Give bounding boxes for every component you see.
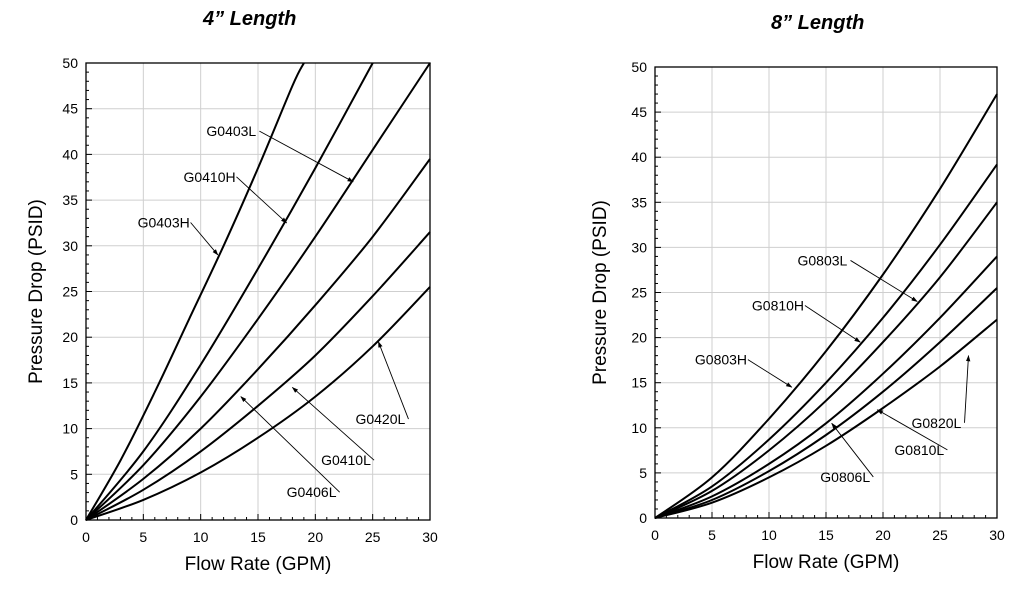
chart-8in-label-G0810L: G0810L	[894, 442, 944, 458]
chart-4in-x-tick-label: 25	[365, 529, 381, 545]
chart-4in-y-tick-label: 40	[62, 146, 78, 162]
chart-4in-label-G0410L: G0410L	[321, 452, 371, 468]
chart-8in-y-tick-label: 50	[631, 59, 647, 75]
chart-8in-leader-G0810H	[804, 305, 861, 343]
chart-8in-y-tick-label: 0	[639, 510, 647, 526]
chart-4in-x-tick-label: 0	[82, 529, 90, 545]
chart-8in-leader-G0803L	[850, 260, 918, 302]
chart-8in-x-tick-label: 0	[651, 527, 659, 543]
chart-8in-label-G0806L: G0806L	[820, 469, 870, 485]
chart-8in-label-G0810H: G0810H	[752, 298, 804, 314]
chart-4in-x-tick-label: 20	[308, 529, 324, 545]
chart-8in-y-tick-label: 10	[631, 420, 647, 436]
chart-8in-y-axis-label: Pressure Drop (PSID)	[590, 200, 611, 385]
chart-8in-x-tick-label: 30	[989, 527, 1005, 543]
chart-8in-y-tick-label: 40	[631, 149, 647, 165]
chart-8in-y-tick-label: 25	[631, 285, 647, 301]
chart-8in-x-tick-label: 5	[708, 527, 716, 543]
chart-8in-x-tick-label: 20	[875, 527, 891, 543]
chart-8in-label-G0803L: G0803L	[798, 252, 848, 268]
chart-4in-y-tick-label: 0	[70, 512, 78, 528]
chart-4in-x-tick-label: 30	[422, 529, 438, 545]
chart-4in-y-tick-label: 25	[62, 284, 78, 300]
chart-4in-leader-G0420L	[377, 341, 409, 420]
chart-8in-series-G0810H	[654, 163, 998, 519]
chart-4in-series-G0403H	[85, 62, 305, 521]
chart-8in-x-tick-label: 25	[932, 527, 948, 543]
chart-8in-series-G0810L	[654, 287, 998, 519]
chart-4in-leader-G0403H	[190, 222, 219, 256]
chart-4in-series-G0410L	[85, 231, 431, 521]
chart-4in-y-tick-label: 45	[62, 101, 78, 117]
chart-4in-series-G0406L	[85, 158, 431, 521]
chart-4in-y-tick-label: 50	[62, 55, 78, 71]
chart-8in-y-tick-label: 45	[631, 104, 647, 120]
chart-4in-x-tick-label: 15	[250, 529, 266, 545]
chart-4in-x-axis-label: Flow Rate (GPM)	[185, 554, 332, 575]
chart-4in-label-G0403H: G0403H	[138, 215, 190, 231]
chart-4in-y-tick-label: 30	[62, 238, 78, 254]
chart-4in-label-G0420L: G0420L	[355, 411, 405, 427]
chart-8in-series-G0803L	[654, 201, 998, 519]
chart-title-4in: 4” Length	[203, 8, 297, 30]
chart-4in-leader-G0410H	[236, 176, 288, 224]
chart-8in-y-tick-label: 15	[631, 375, 647, 391]
chart-4in-x-tick-label: 5	[139, 529, 147, 545]
chart-4in-y-axis-label: Pressure Drop (PSID)	[26, 199, 47, 384]
chart-4in-label-G0410H: G0410H	[183, 169, 235, 185]
chart-8in-series-G0820L	[654, 318, 998, 519]
chart-8in-series-G0806L	[654, 255, 998, 519]
chart-4in-y-tick-label: 10	[62, 421, 78, 437]
chart-4in-y-tick-label: 20	[62, 329, 78, 345]
chart-8in-x-axis-label: Flow Rate (GPM)	[753, 552, 900, 573]
chart-8in-leader-G0820L	[964, 355, 971, 423]
chart-title-8in: 8” Length	[771, 12, 865, 34]
chart-4in-series-G0410H	[85, 62, 374, 521]
chart-4in-label-G0403L: G0403L	[206, 123, 256, 139]
chart-8in-series-G0803H	[654, 93, 998, 519]
chart-4in-series-G0420L	[85, 286, 431, 521]
chart-4in-leader-G0403L	[259, 130, 354, 183]
chart-8in-y-tick-label: 35	[631, 194, 647, 210]
chart-8in-label-G0803H: G0803H	[695, 352, 747, 368]
chart-4in-y-tick-label: 5	[70, 466, 78, 482]
chart-8in-x-tick-label: 10	[761, 527, 777, 543]
chart-8in-leader-G0806L	[831, 422, 874, 478]
chart-4in-leader-G0410L	[291, 387, 375, 461]
chart-8in-y-tick-label: 30	[631, 239, 647, 255]
chart-8in-y-tick-label: 20	[631, 330, 647, 346]
chart-8in-leader-G0803H	[747, 359, 793, 388]
chart-4in-y-tick-label: 15	[62, 375, 78, 391]
chart-8in-leader-G0810L	[876, 409, 948, 451]
chart-4in-x-tick-label: 10	[193, 529, 209, 545]
chart-4in-label-G0406L: G0406L	[287, 484, 337, 500]
chart-4in-leader-G0406L	[240, 396, 340, 493]
chart-4in-series-G0403L	[85, 62, 431, 521]
chart-4in-y-tick-label: 35	[62, 192, 78, 208]
chart-8in-label-G0820L: G0820L	[912, 415, 962, 431]
chart-8in-y-tick-label: 5	[639, 465, 647, 481]
chart-8in-x-tick-label: 15	[818, 527, 834, 543]
